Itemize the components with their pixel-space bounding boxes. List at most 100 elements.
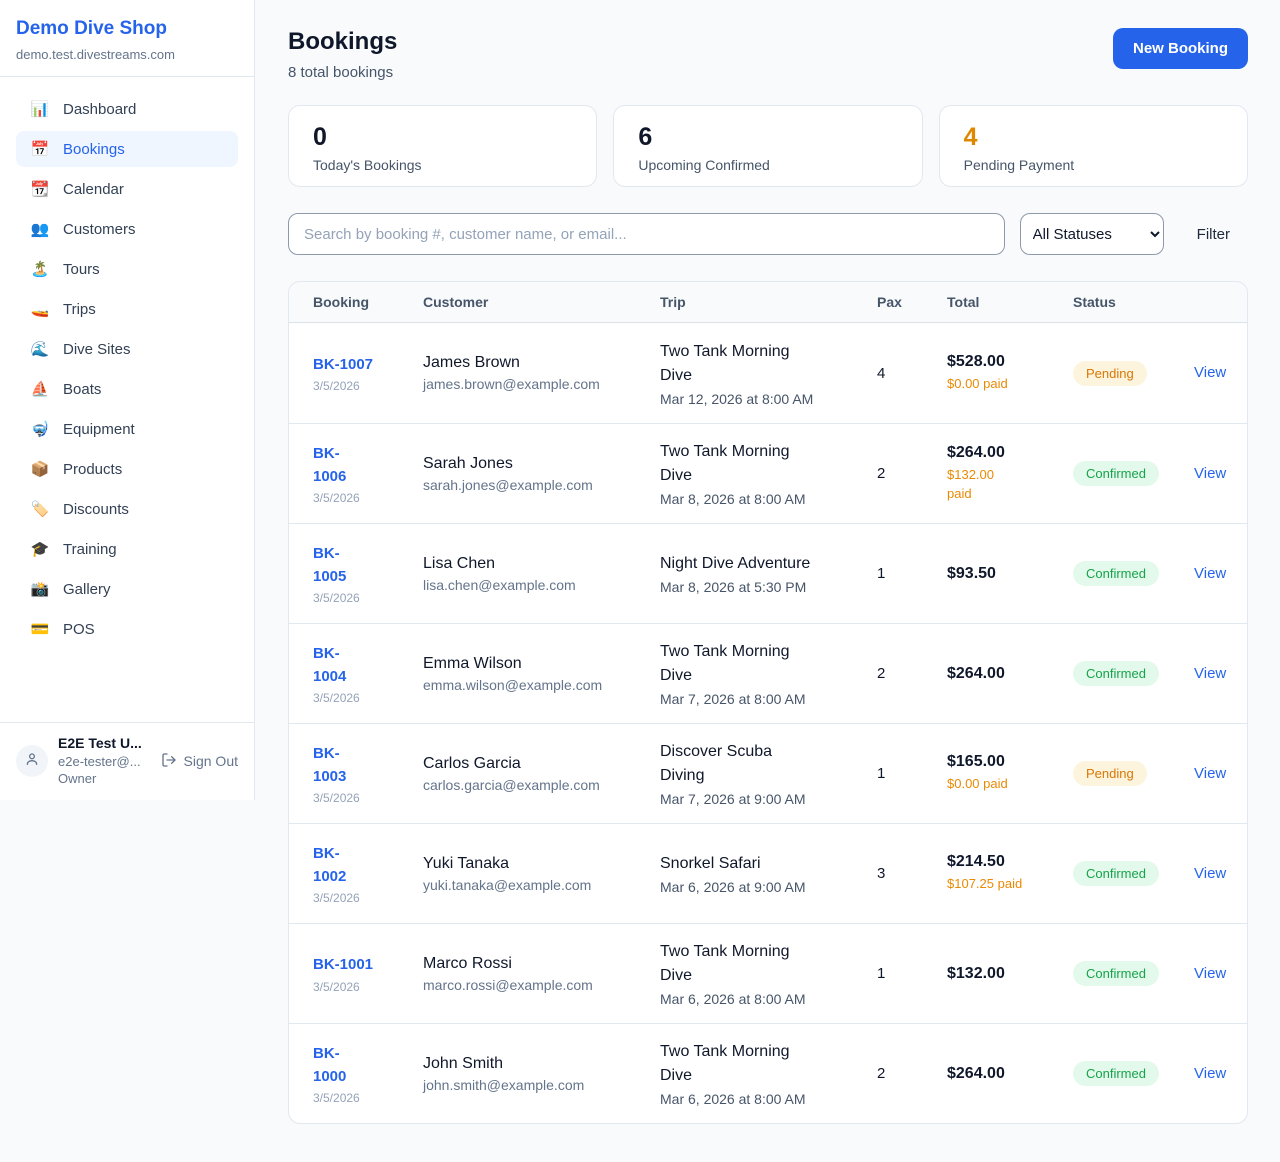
status-cell: Confirmed xyxy=(1073,661,1194,686)
trip-datetime: Mar 7, 2026 at 8:00 AM xyxy=(660,691,806,707)
view-booking-link[interactable]: View xyxy=(1194,1064,1227,1082)
customer-name: John Smith xyxy=(423,1054,504,1072)
sidebar-item-pos[interactable]: 💳 POS xyxy=(16,611,238,647)
column-header: Status xyxy=(1073,294,1116,310)
booking-id-link[interactable]: BK- 1003 xyxy=(313,744,347,785)
booking-id-link[interactable]: BK- 1002 xyxy=(313,844,347,885)
sidebar-item-label: Equipment xyxy=(63,420,135,438)
trip-name: Snorkel Safari xyxy=(660,855,761,872)
sidebar-item-label: Boats xyxy=(63,380,102,398)
booking-cell: BK-1001 3/5/2026 xyxy=(313,953,423,993)
booking-id-link[interactable]: BK-1001 xyxy=(313,956,374,974)
nav-icon: 🏝️ xyxy=(30,261,50,278)
customer-email: sarah.jones@example.com xyxy=(423,476,593,493)
paid-amount: $0.00 paid xyxy=(947,375,1008,391)
customer-cell: James Brown james.brown@example.com xyxy=(423,354,660,392)
customer-email: marco.rossi@example.com xyxy=(423,976,593,993)
status-filter-select[interactable]: All Statuses xyxy=(1019,213,1164,255)
sign-out-button[interactable]: Sign Out xyxy=(161,752,238,771)
view-booking-link[interactable]: View xyxy=(1194,664,1227,682)
customer-cell: Lisa Chen lisa.chen@example.com xyxy=(423,555,660,593)
action-cell: View xyxy=(1194,965,1226,983)
trip-datetime: Mar 7, 2026 at 9:00 AM xyxy=(660,791,806,807)
booking-cell: BK- 1003 3/5/2026 xyxy=(313,742,423,806)
booking-cell: BK- 1004 3/5/2026 xyxy=(313,642,423,706)
sidebar-item-tours[interactable]: 🏝️ Tours xyxy=(16,251,238,287)
sidebar-item-label: Gallery xyxy=(63,580,111,598)
sidebar-item-boats[interactable]: ⛵ Boats xyxy=(16,371,238,407)
sidebar-item-label: POS xyxy=(63,620,95,638)
customer-name: Carlos Garcia xyxy=(423,754,521,772)
booking-id-link[interactable]: BK- 1004 xyxy=(313,644,347,685)
trip-name: Two Tank Morning Dive xyxy=(660,1043,790,1084)
customer-name: James Brown xyxy=(423,354,520,371)
booking-date: 3/5/2026 xyxy=(313,979,360,994)
sidebar-item-training[interactable]: 🎓 Training xyxy=(16,531,238,567)
pax-count: 2 xyxy=(877,465,886,482)
total-amount: $214.50 xyxy=(947,853,1005,871)
trip-cell: Two Tank Morning Dive Mar 6, 2026 at 8:0… xyxy=(660,940,877,1007)
table-row: BK- 1004 3/5/2026 Emma Wilson emma.wilso… xyxy=(289,623,1247,723)
view-booking-link[interactable]: View xyxy=(1194,464,1227,482)
user-icon xyxy=(24,751,40,772)
total-cell: $264.00 xyxy=(947,1065,1073,1083)
total-cell: $264.00 $132.00 paid xyxy=(947,444,1073,504)
view-booking-link[interactable]: View xyxy=(1194,964,1227,982)
stat-card-upcoming-confirmed: 6 Upcoming Confirmed xyxy=(613,105,923,187)
filter-button[interactable]: Filter xyxy=(1196,225,1230,243)
booking-date: 3/5/2026 xyxy=(313,591,360,606)
total-cell: $264.00 xyxy=(947,665,1073,683)
view-booking-link[interactable]: View xyxy=(1194,864,1227,882)
customer-name: Emma Wilson xyxy=(423,654,522,672)
trip-cell: Night Dive Adventure Mar 8, 2026 at 5:30… xyxy=(660,552,877,595)
stat-value: 4 xyxy=(963,123,978,151)
sidebar-item-bookings[interactable]: 📅 Bookings xyxy=(16,131,238,167)
booking-id-link[interactable]: BK- 1006 xyxy=(313,444,347,485)
sidebar-item-equipment[interactable]: 🤿 Equipment xyxy=(16,411,238,447)
status-cell: Confirmed xyxy=(1073,861,1194,886)
user-name: E2E Test U... xyxy=(58,734,142,751)
booking-date: 3/5/2026 xyxy=(313,691,360,706)
trip-name: Two Tank Morning Dive xyxy=(660,943,790,984)
total-cell: $93.50 xyxy=(947,565,1073,583)
view-booking-link[interactable]: View xyxy=(1194,364,1227,381)
pax-count: 1 xyxy=(877,965,886,982)
sidebar-item-trips[interactable]: 🚤 Trips xyxy=(16,291,238,327)
view-booking-link[interactable]: View xyxy=(1194,564,1227,582)
status-badge: Confirmed xyxy=(1073,1061,1159,1086)
sidebar-item-dive-sites[interactable]: 🌊 Dive Sites xyxy=(16,331,238,367)
trip-cell: Two Tank Morning Dive Mar 7, 2026 at 8:0… xyxy=(660,640,877,707)
stat-card-pending-payment: 4 Pending Payment xyxy=(938,105,1248,187)
sidebar-item-dashboard[interactable]: 📊 Dashboard xyxy=(16,91,238,127)
pax-count: 1 xyxy=(877,765,886,782)
user-email: e2e-tester@... xyxy=(58,753,141,769)
sidebar-item-customers[interactable]: 👥 Customers xyxy=(16,211,238,247)
action-cell: View xyxy=(1194,364,1226,382)
column-header: Total xyxy=(947,294,980,310)
customer-email: emma.wilson@example.com xyxy=(423,676,603,693)
sidebar-item-gallery[interactable]: 📸 Gallery xyxy=(16,571,238,607)
booking-id-link[interactable]: BK- 1005 xyxy=(313,544,347,585)
customer-name: Sarah Jones xyxy=(423,454,513,472)
total-cell: $214.50 $107.25 paid xyxy=(947,853,1073,894)
booking-id-link[interactable]: BK-1007 xyxy=(313,355,374,373)
view-booking-link[interactable]: View xyxy=(1194,764,1227,782)
sidebar-item-products[interactable]: 📦 Products xyxy=(16,451,238,487)
search-input[interactable] xyxy=(288,213,1005,255)
sidebar-item-discounts[interactable]: 🏷️ Discounts xyxy=(16,491,238,527)
table-row: BK- 1000 3/5/2026 John Smith john.smith@… xyxy=(289,1023,1247,1123)
booking-id-link[interactable]: BK- 1000 xyxy=(313,1044,347,1085)
customer-cell: Emma Wilson emma.wilson@example.com xyxy=(423,655,660,693)
status-badge: Pending xyxy=(1073,360,1147,386)
sidebar-item-calendar[interactable]: 📆 Calendar xyxy=(16,171,238,207)
sidebar-item-label: Discounts xyxy=(63,500,129,518)
trip-name: Discover Scuba Diving xyxy=(660,743,773,784)
customer-cell: Yuki Tanaka yuki.tanaka@example.com xyxy=(423,855,660,893)
trip-datetime: Mar 6, 2026 at 8:00 AM xyxy=(660,991,806,1007)
nav-icon: 📅 xyxy=(30,141,50,158)
new-booking-button[interactable]: New Booking xyxy=(1112,28,1248,69)
sidebar-item-label: Trips xyxy=(63,300,96,318)
trip-datetime: Mar 6, 2026 at 8:00 AM xyxy=(660,1091,806,1107)
total-amount: $165.00 xyxy=(947,753,1005,771)
trip-datetime: Mar 8, 2026 at 5:30 PM xyxy=(660,579,807,595)
